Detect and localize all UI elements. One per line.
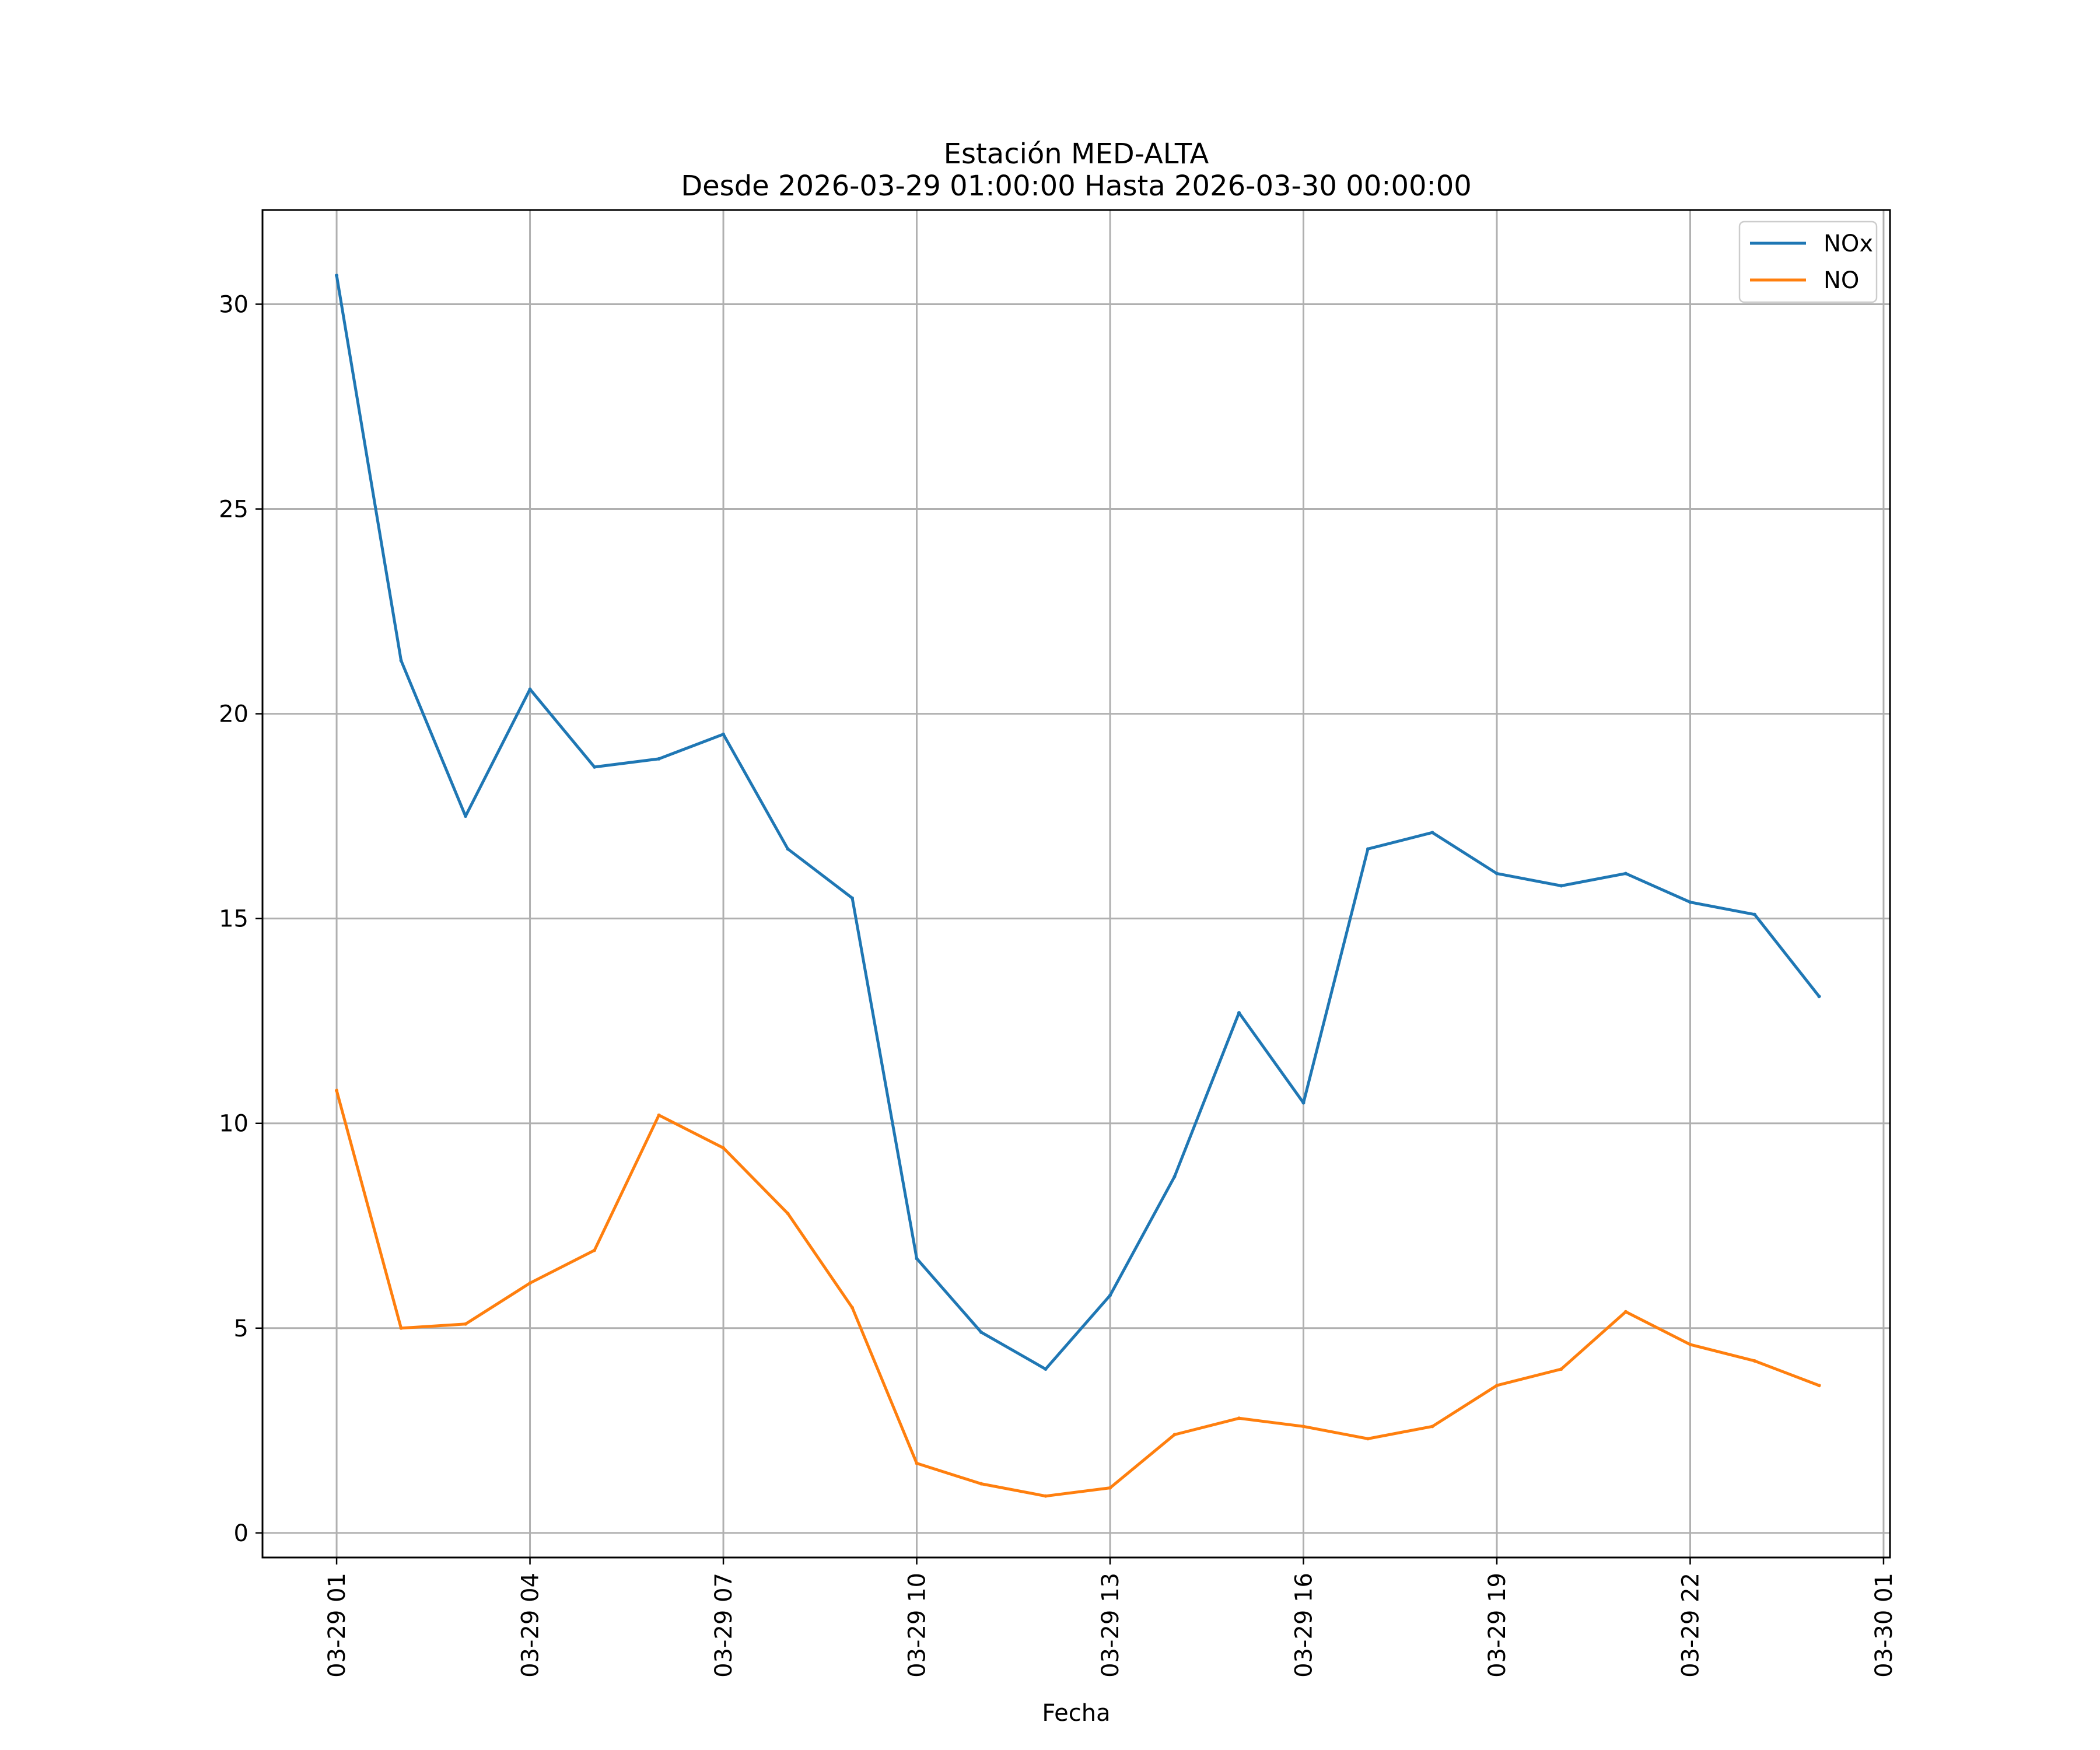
x-tick-label: 03-29 16 <box>1290 1573 1317 1678</box>
data-point-nox <box>1108 1293 1112 1297</box>
data-point-nox <box>528 687 532 691</box>
data-point-nox <box>1623 872 1628 876</box>
x-tick-label: 03-29 07 <box>710 1573 737 1678</box>
y-tick-label: 30 <box>219 291 249 318</box>
data-point-nox <box>1688 900 1692 904</box>
legend-label-no: NO <box>1824 267 1859 294</box>
x-tick-label: 03-29 10 <box>904 1573 931 1678</box>
data-point-nox <box>1494 872 1499 876</box>
y-tick-label: 5 <box>234 1315 249 1342</box>
x-tick-label: 03-29 04 <box>517 1573 544 1678</box>
data-point-no <box>335 1088 339 1093</box>
data-point-nox <box>1366 847 1370 851</box>
chart-subtitle: Desde 2026-03-29 01:00:00 Hasta 2026-03-… <box>681 170 1472 202</box>
data-point-no <box>1752 1359 1756 1363</box>
data-point-no <box>528 1281 532 1285</box>
data-point-no <box>1430 1424 1434 1429</box>
data-point-no <box>1301 1424 1306 1429</box>
data-point-nox <box>335 274 339 278</box>
y-tick-label: 0 <box>234 1520 249 1547</box>
y-tick-label: 10 <box>219 1111 249 1138</box>
data-point-nox <box>464 814 468 818</box>
data-point-no <box>1623 1310 1628 1314</box>
grid <box>262 210 1890 1558</box>
data-point-no <box>850 1306 855 1310</box>
x-tick-label: 03-30 01 <box>1871 1573 1898 1678</box>
data-point-nox <box>1044 1367 1048 1371</box>
y-tick-label: 25 <box>219 496 249 523</box>
data-point-no <box>722 1146 726 1150</box>
data-point-nox <box>399 659 403 663</box>
x-tick-label: 03-29 01 <box>324 1573 351 1678</box>
data-point-nox <box>593 765 597 769</box>
data-point-nox <box>786 847 790 851</box>
data-point-nox <box>657 757 661 761</box>
series-line-no <box>335 1088 1821 1498</box>
data-point-nox <box>1237 1011 1241 1015</box>
data-point-no <box>915 1461 919 1465</box>
data-point-no <box>593 1248 597 1252</box>
data-point-no <box>979 1482 984 1486</box>
data-point-no <box>786 1212 790 1216</box>
x-axis-label: Fecha <box>1042 1700 1110 1727</box>
data-point-nox <box>1752 912 1756 916</box>
data-point-no <box>1044 1494 1048 1498</box>
x-tick-label: 03-29 22 <box>1677 1573 1704 1678</box>
x-tick-label: 03-29 19 <box>1484 1573 1511 1678</box>
data-point-no <box>464 1322 468 1326</box>
axis-ticks: 0 5 10 15 20 25 30 03-29 01 03-29 04 03-29 07 03-2… <box>219 291 1898 1677</box>
data-point-nox <box>850 896 855 900</box>
data-point-nox <box>1172 1175 1177 1179</box>
data-point-no <box>1366 1437 1370 1441</box>
data-point-nox <box>979 1330 984 1334</box>
plot-frame <box>261 209 1891 1559</box>
data-point-no <box>1688 1342 1692 1346</box>
data-point-no <box>1817 1384 1821 1388</box>
data-point-no <box>1172 1433 1177 1437</box>
x-tick-label: 03-29 13 <box>1097 1573 1124 1678</box>
legend-label-nox: NOx <box>1824 230 1873 257</box>
legend: NOx NO <box>1738 220 1878 303</box>
data-point-nox <box>1301 1101 1306 1105</box>
data-point-nox <box>1559 884 1563 888</box>
data-point-no <box>1237 1416 1241 1420</box>
data-point-no <box>657 1113 661 1117</box>
y-tick-label: 15 <box>219 906 249 933</box>
series-line-nox <box>335 274 1821 1371</box>
data-point-no <box>1108 1486 1112 1490</box>
chart-title: Estación MED-ALTA <box>944 138 1209 170</box>
data-point-nox <box>915 1256 919 1261</box>
y-tick-label: 20 <box>219 701 249 728</box>
data-point-no <box>1494 1384 1499 1388</box>
data-point-no <box>1559 1367 1563 1371</box>
plot-series <box>335 274 1821 1498</box>
data-point-nox <box>722 732 726 736</box>
data-point-nox <box>1817 995 1821 999</box>
data-point-no <box>399 1326 403 1330</box>
data-point-nox <box>1430 831 1434 835</box>
